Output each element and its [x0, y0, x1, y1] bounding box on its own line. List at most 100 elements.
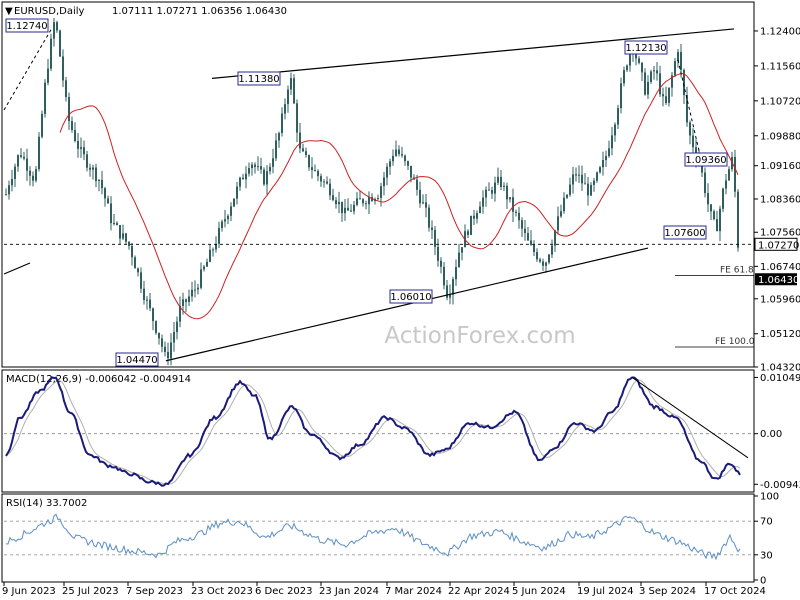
candle-body — [110, 203, 112, 224]
candle-body — [68, 97, 70, 122]
x-axis-label: 17 Oct 2024 — [704, 586, 766, 597]
candle-body — [512, 197, 514, 212]
swing-price-label: 1.04470 — [115, 352, 159, 367]
x-axis-label: 23 Oct 2023 — [191, 586, 253, 597]
candle-body — [167, 352, 169, 359]
last-price-tag-text: 1.06430 — [758, 275, 799, 286]
candle-body — [44, 82, 46, 114]
candle-body — [401, 154, 403, 156]
candle-body — [527, 233, 529, 241]
candle-body — [554, 230, 556, 246]
candle-body — [131, 245, 133, 258]
candle-body — [683, 69, 685, 96]
x-axis-label: 9 Jun 2023 — [2, 586, 56, 597]
candle-body — [737, 191, 739, 248]
candle-body — [152, 308, 154, 322]
candle-body — [446, 285, 448, 298]
fib-label: FE 100.0 — [715, 337, 755, 347]
candle-body — [14, 166, 16, 180]
candle-body — [611, 135, 613, 149]
candle-body — [467, 231, 469, 235]
candle-body — [578, 174, 580, 176]
candle-body — [311, 167, 313, 171]
price-axis-label: 1.04320 — [760, 363, 800, 374]
candle-body — [146, 299, 148, 301]
candle-body — [227, 215, 229, 220]
candle-body — [314, 170, 316, 172]
candle-body — [608, 148, 610, 157]
candle-body — [296, 103, 298, 133]
candle-body — [515, 211, 517, 213]
price-axis-label: 1.05120 — [760, 329, 800, 340]
candle-body — [563, 197, 565, 212]
price-panel — [1, 1, 755, 368]
candle-body — [98, 179, 100, 182]
candle-body — [722, 188, 724, 209]
candle-body — [302, 148, 304, 152]
candle-body — [398, 149, 400, 155]
candle-body — [470, 215, 472, 235]
candle-body — [329, 183, 331, 196]
candle-body — [497, 176, 499, 183]
candle-body — [17, 155, 19, 167]
x-axis-label: 23 Jan 2024 — [319, 586, 379, 597]
candle-body — [266, 171, 268, 185]
candle-body — [662, 94, 664, 97]
candle-body — [422, 202, 424, 204]
macd-axis-label: 0.00 — [760, 429, 782, 440]
x-axis-label: 6 Dec 2023 — [255, 586, 313, 597]
candle-body — [77, 140, 79, 149]
price-axis-label: 1.06740 — [760, 262, 800, 273]
candle-body — [179, 306, 181, 322]
candle-body — [245, 173, 247, 180]
swing-price-text: 1.11380 — [238, 74, 279, 85]
candle-body — [710, 204, 712, 212]
candle-body — [566, 194, 568, 198]
candle-body — [134, 257, 136, 269]
candle-body — [74, 129, 76, 141]
swing-price-text: 1.04470 — [116, 355, 157, 366]
candle-body — [407, 161, 409, 166]
candle-body — [113, 223, 115, 225]
candle-body — [248, 168, 250, 174]
candle-body — [83, 147, 85, 155]
price-axis-label: 1.11560 — [760, 61, 800, 72]
candle-body — [182, 299, 184, 307]
candle-body — [557, 216, 559, 231]
candle-body — [125, 233, 127, 242]
candle-body — [5, 194, 7, 196]
candle-body — [617, 108, 619, 125]
x-axis-label: 3 Sep 2024 — [639, 586, 696, 597]
candle-body — [377, 197, 379, 199]
candle-body — [530, 240, 532, 245]
level-price-tag: 1.07270 — [754, 237, 799, 251]
candle-body — [365, 203, 367, 205]
x-axis-label: 5 Jun 2024 — [512, 586, 566, 597]
macd-signal-line — [5, 379, 741, 485]
rsi-panel — [1, 493, 755, 583]
dashed-projection-line — [3, 27, 53, 111]
candle-body — [137, 268, 139, 273]
candle-body — [734, 156, 736, 192]
candle-body — [410, 165, 412, 178]
candle-body — [668, 87, 670, 103]
candle-body — [272, 158, 274, 167]
candle-body — [239, 177, 241, 187]
candle-body — [200, 269, 202, 288]
candle-body — [443, 266, 445, 286]
candle-body — [290, 78, 292, 90]
candle-body — [689, 122, 691, 136]
swing-price-label: 1.09360 — [684, 152, 728, 167]
candle-body — [176, 321, 178, 333]
candle-body — [332, 195, 334, 201]
candle-body — [56, 22, 58, 31]
candle-body — [386, 166, 388, 178]
candle-body — [89, 167, 91, 170]
candle-body — [107, 198, 109, 204]
watermark: ActionForex.com — [384, 323, 575, 349]
candle-body — [518, 212, 520, 221]
candle-body — [473, 215, 475, 219]
candle-body — [335, 200, 337, 205]
rsi-axis-label: 70 — [760, 517, 773, 528]
